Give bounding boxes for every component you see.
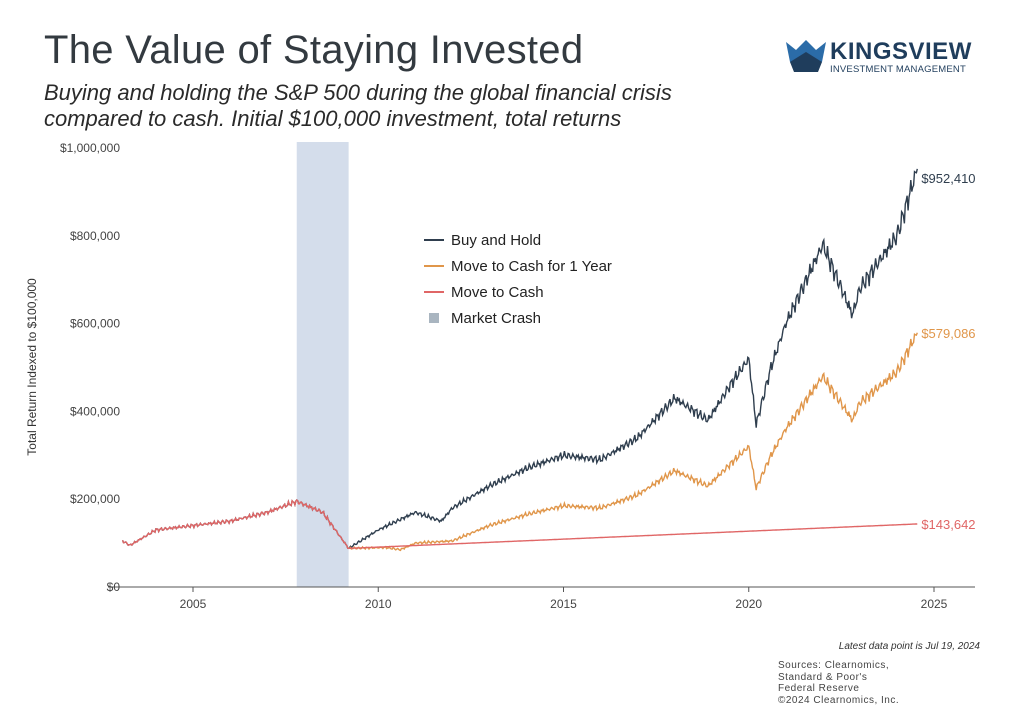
x-tick-label: 2010 — [365, 597, 392, 611]
market-crash-region — [296, 142, 349, 587]
source-line: Federal Reserve — [778, 683, 860, 694]
source-line: Sources: Clearnomics, — [778, 660, 890, 671]
subtitle-line-2: compared to cash. Initial $100,000 inves… — [44, 106, 622, 131]
series-line — [348, 332, 918, 552]
end-value-label: $579,086 — [921, 326, 975, 341]
end-value-label: $952,410 — [921, 171, 975, 186]
legend-swatch — [429, 313, 439, 323]
kingsview-logo: KINGSVIEW INVESTMENT MANAGEMENT — [786, 38, 976, 78]
x-tick-label: 2005 — [180, 597, 207, 611]
copyright: ©2024 Clearnomics, Inc. — [778, 694, 900, 706]
series-line — [121, 168, 918, 549]
y-tick-label: $200,000 — [70, 492, 120, 506]
source-line: Standard & Poor's — [778, 671, 868, 683]
logo-tagline: INVESTMENT MANAGEMENT — [830, 64, 966, 75]
y-tick-label: $800,000 — [70, 229, 120, 243]
y-tick-label: $600,000 — [70, 317, 120, 331]
legend-label: Market Crash — [451, 310, 541, 327]
y-tick-label: $400,000 — [70, 404, 120, 418]
crown-icon — [786, 40, 826, 72]
end-value-label: $143,642 — [921, 517, 975, 532]
x-tick-label: 2025 — [921, 597, 948, 611]
x-tick-label: 2020 — [735, 597, 762, 611]
legend-label: Move to Cash for 1 Year — [451, 258, 612, 275]
latest-data-note: Latest data point is Jul 19, 2024 — [838, 641, 980, 652]
logo-brand: KINGSVIEW — [830, 38, 972, 65]
legend-label: Move to Cash — [451, 284, 544, 301]
y-tick-label: $0 — [107, 580, 121, 594]
y-axis-label: Total Return Indexed to $100,000 — [25, 278, 39, 456]
subtitle: Buying and holding the S&P 500 during th… — [44, 80, 744, 132]
page-title: The Value of Staying Invested — [44, 28, 584, 72]
subtitle-line-1: Buying and holding the S&P 500 during th… — [44, 80, 672, 105]
x-tick-label: 2015 — [550, 597, 577, 611]
legend-label: Buy and Hold — [451, 232, 541, 249]
y-tick-label: $1,000,000 — [60, 141, 120, 155]
sources: Sources: Clearnomics, Standard & Poor's … — [778, 660, 899, 706]
series-line — [121, 499, 918, 550]
